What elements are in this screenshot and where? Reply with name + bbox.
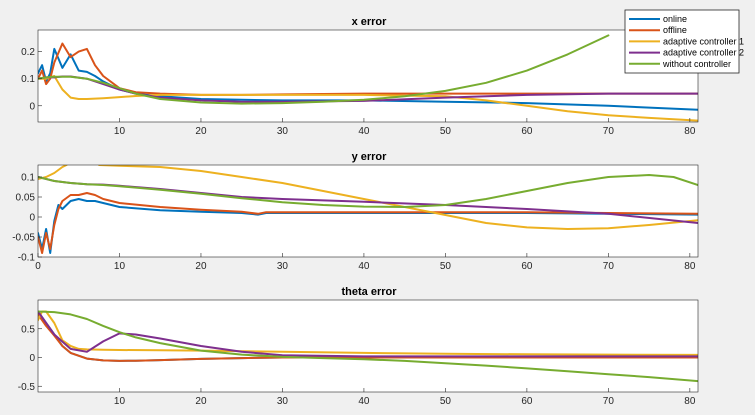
x-error-xtick-label: 80 xyxy=(684,126,696,137)
x-error-series-group xyxy=(38,34,698,122)
x-error-xtick-label: 40 xyxy=(358,126,370,137)
x-error-series-without-controller xyxy=(38,34,610,105)
theta-error-title: theta error xyxy=(341,286,397,298)
theta-error-xtick-label: 50 xyxy=(440,396,452,407)
theta-error-series-group xyxy=(38,310,698,383)
theta-error-panel: theta error 10 20 30 40 50 60 70 80 -0.5 0 0.5 xyxy=(18,286,699,407)
theta-error-ytick-label: 0 xyxy=(29,353,35,364)
theta-error-axes-box xyxy=(37,299,699,393)
x-error-series-offline xyxy=(38,42,698,96)
theta-error-xtick-label: 40 xyxy=(358,396,370,407)
theta-error-ytick-label: -0.5 xyxy=(18,382,36,393)
x-error-xtick-label: 10 xyxy=(114,126,126,137)
x-error-xtick-label: 50 xyxy=(440,126,452,137)
y-error-xtick-label: 40 xyxy=(358,261,370,272)
theta-error-xtick-label: 60 xyxy=(521,396,533,407)
x-error-series-adaptive-controller-1 xyxy=(38,75,698,122)
y-error-ytick-label: 0.05 xyxy=(16,193,36,204)
y-error-xtick-label: 60 xyxy=(521,261,533,272)
y-error-ytick-label: -0.1 xyxy=(18,253,36,264)
x-error-ytick-label: 0.1 xyxy=(21,74,35,85)
theta-error-xtick-label: 10 xyxy=(114,396,126,407)
theta-error-xtick-label: 80 xyxy=(684,396,696,407)
x-error-ytick-label: 0 xyxy=(29,101,35,112)
theta-error-series-without-controller xyxy=(38,310,698,383)
y-error-xtick-label: 20 xyxy=(195,261,207,272)
theta-error-plot-area xyxy=(38,300,698,392)
theta-error-series-adaptive-controller-2 xyxy=(38,310,698,358)
legend-label-offline: offline xyxy=(663,25,687,35)
x-error-xtick-label: 20 xyxy=(195,126,207,137)
y-error-series-without-controller xyxy=(38,174,698,208)
y-error-ytick-label: 0 xyxy=(29,213,35,224)
y-error-xtick-label: 0 xyxy=(35,261,41,272)
theta-error-xtick-label: 70 xyxy=(603,396,615,407)
y-error-ytick-label: -0.05 xyxy=(12,233,35,244)
legend-label-online: online xyxy=(663,14,687,24)
x-error-ytick-label: 0.2 xyxy=(21,47,35,58)
theta-error-xtick-label: 30 xyxy=(277,396,289,407)
x-error-title: x error xyxy=(352,16,388,28)
x-error-axes-box xyxy=(37,29,699,123)
x-error-xtick-label: 60 xyxy=(521,126,533,137)
theta-error-series-offline xyxy=(38,313,698,362)
y-error-series-group xyxy=(38,165,698,254)
x-error-xtick-label: 30 xyxy=(277,126,289,137)
y-error-xtick-label: 80 xyxy=(684,261,696,272)
y-error-ytick-label: 0.1 xyxy=(21,173,35,184)
x-error-panel: x error 10 20 30 40 50 60 70 80 0 0.1 0.2 xyxy=(21,16,699,137)
y-error-panel: y error 0 10 20 30 40 50 60 70 80 -0.1 -0.05 0 0.05 0… xyxy=(12,151,699,272)
theta-error-xtick-label: 20 xyxy=(195,396,207,407)
legend-label-without-controller: without controller xyxy=(662,59,731,69)
theta-error-series-adaptive-controller-1 xyxy=(38,310,698,356)
y-error-series-offline xyxy=(38,192,698,254)
y-error-axes-box xyxy=(37,164,699,258)
x-error-xtick-label: 70 xyxy=(603,126,615,137)
theta-error-ytick-label: 0.5 xyxy=(21,324,35,335)
y-error-xtick-label: 70 xyxy=(603,261,615,272)
y-error-title: y error xyxy=(352,151,388,163)
legend-label-adaptive-controller-1: adaptive controller 1 xyxy=(663,36,744,46)
legend-label-adaptive-controller-2: adaptive controller 2 xyxy=(663,48,744,58)
y-error-xtick-label: 10 xyxy=(114,261,126,272)
y-error-xtick-label: 50 xyxy=(440,261,452,272)
x-error-plot-area xyxy=(38,30,698,122)
y-error-xtick-label: 30 xyxy=(277,261,289,272)
